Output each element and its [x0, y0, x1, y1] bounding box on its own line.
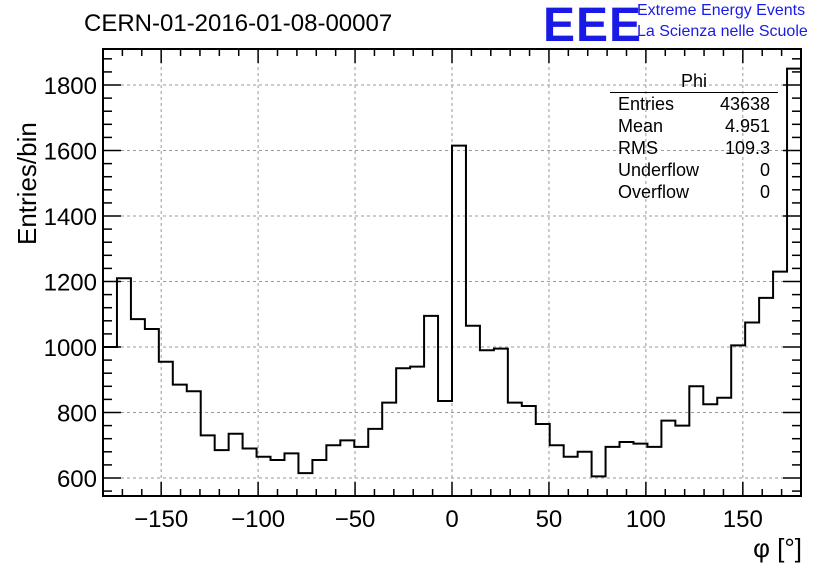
x-tick-label: 0 — [445, 506, 458, 533]
stats-value: 0 — [760, 159, 770, 181]
y-tick-label: 1400 — [44, 204, 97, 231]
x-tick-label: 50 — [536, 506, 563, 533]
x-tick-label: −100 — [231, 506, 285, 533]
y-tick-label: 1600 — [44, 139, 97, 166]
stats-label: Mean — [618, 115, 663, 137]
logo-subtitle-line1: Extreme Energy Events — [637, 2, 805, 20]
x-tick-label: 100 — [626, 506, 666, 533]
y-axis-label: Entries/bin — [12, 122, 43, 245]
stats-label: Underflow — [618, 159, 699, 181]
y-tick-label: 1000 — [44, 335, 97, 362]
stats-row-underflow: Underflow 0 — [610, 159, 778, 181]
stats-title: Phi — [610, 72, 778, 93]
x-axis-label: φ [°] — [753, 533, 802, 564]
x-tick-label: −150 — [134, 506, 188, 533]
chart-title: CERN-01-2016-01-08-00007 — [84, 10, 392, 38]
y-tick-label: 600 — [57, 466, 97, 493]
x-tick-label: 150 — [723, 506, 763, 533]
stats-row-overflow: Overflow 0 — [610, 181, 778, 203]
stats-row-rms: RMS 109.3 — [610, 137, 778, 159]
stats-value: 0 — [760, 181, 770, 203]
y-tick-label: 800 — [57, 400, 97, 427]
stats-label: Entries — [618, 93, 674, 115]
stats-label: Overflow — [618, 181, 689, 203]
stats-box: Phi Entries 43638 Mean 4.951 RMS 109.3 U… — [610, 72, 778, 203]
x-tick-label: −50 — [335, 506, 376, 533]
stats-label: RMS — [618, 137, 658, 159]
stats-value: 43638 — [720, 93, 770, 115]
y-tick-label: 1200 — [44, 270, 97, 297]
stats-row-entries: Entries 43638 — [610, 93, 778, 115]
eee-logo: EEE — [543, 0, 642, 53]
stats-value: 109.3 — [725, 137, 770, 159]
y-tick-label: 1800 — [44, 73, 97, 100]
stats-value: 4.951 — [725, 115, 770, 137]
stats-row-mean: Mean 4.951 — [610, 115, 778, 137]
logo-subtitle-line2: La Scienza nelle Scuole — [637, 23, 808, 41]
